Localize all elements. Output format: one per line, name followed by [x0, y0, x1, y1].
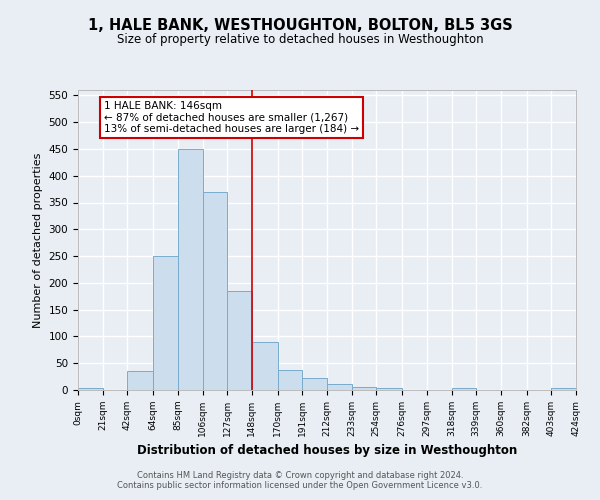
Text: 1 HALE BANK: 146sqm
← 87% of detached houses are smaller (1,267)
13% of semi-det: 1 HALE BANK: 146sqm ← 87% of detached ho…: [104, 100, 359, 134]
Bar: [127, 371, 153, 390]
Bar: [252, 342, 278, 390]
Y-axis label: Number of detached properties: Number of detached properties: [33, 152, 43, 328]
Bar: [327, 384, 352, 390]
Text: Contains HM Land Registry data © Crown copyright and database right 2024.
Contai: Contains HM Land Registry data © Crown c…: [118, 470, 482, 490]
X-axis label: Distribution of detached houses by size in Westhoughton: Distribution of detached houses by size …: [137, 444, 517, 458]
Bar: [178, 149, 203, 390]
Bar: [376, 388, 402, 390]
Bar: [452, 388, 476, 390]
Bar: [203, 192, 227, 390]
Text: Size of property relative to detached houses in Westhoughton: Size of property relative to detached ho…: [116, 32, 484, 46]
Bar: [302, 378, 327, 390]
Bar: [78, 388, 103, 390]
Bar: [227, 291, 252, 390]
Bar: [352, 388, 376, 390]
Text: 1, HALE BANK, WESTHOUGHTON, BOLTON, BL5 3GS: 1, HALE BANK, WESTHOUGHTON, BOLTON, BL5 …: [88, 18, 512, 32]
Bar: [153, 256, 178, 390]
Bar: [278, 370, 302, 390]
Bar: [551, 388, 576, 390]
